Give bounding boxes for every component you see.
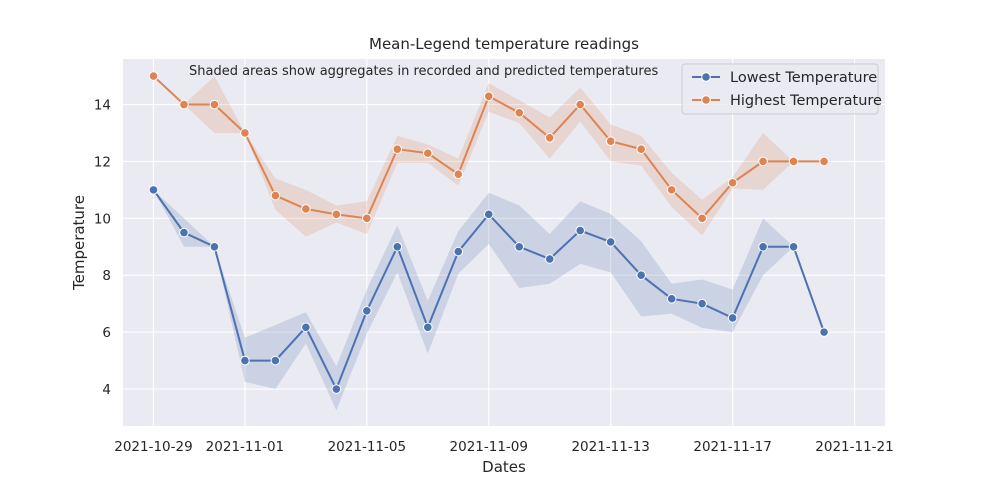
x-tick-label: 2021-11-21 bbox=[815, 439, 893, 455]
data-point bbox=[392, 144, 403, 154]
data-point bbox=[697, 298, 707, 309]
data-point bbox=[423, 322, 433, 333]
data-point bbox=[209, 241, 220, 252]
data-point bbox=[575, 99, 586, 110]
data-point bbox=[209, 99, 220, 110]
legend-label: Lowest Temperature bbox=[730, 70, 877, 86]
data-point bbox=[240, 128, 250, 138]
y-axis-label: Temperature bbox=[70, 195, 88, 291]
data-point bbox=[819, 327, 829, 337]
x-tick-label: 2021-10-29 bbox=[114, 439, 192, 455]
legend-label: Highest Temperature bbox=[730, 93, 882, 109]
x-tick-label: 2021-11-09 bbox=[450, 439, 528, 455]
chart-title: Mean-Legend temperature readings bbox=[369, 35, 639, 53]
data-point bbox=[788, 241, 799, 252]
data-point bbox=[240, 355, 250, 366]
legend-marker bbox=[701, 95, 711, 105]
data-point bbox=[697, 213, 707, 224]
data-point bbox=[362, 213, 372, 224]
data-point bbox=[270, 355, 281, 366]
data-point bbox=[575, 225, 586, 236]
data-point bbox=[636, 270, 646, 281]
x-tick-label: 2021-11-13 bbox=[571, 439, 649, 455]
y-tick-label: 12 bbox=[94, 154, 111, 170]
data-point bbox=[727, 177, 738, 188]
confidence-band bbox=[153, 189, 825, 411]
legend-marker bbox=[701, 72, 711, 82]
data-point bbox=[666, 294, 677, 304]
data-point bbox=[179, 99, 189, 110]
series-lines bbox=[148, 71, 829, 394]
y-tick-label: 8 bbox=[102, 268, 111, 284]
data-point bbox=[758, 241, 768, 252]
confidence-bands bbox=[153, 76, 825, 411]
data-point bbox=[514, 241, 525, 252]
y-tick-label: 10 bbox=[94, 211, 111, 227]
data-point bbox=[727, 313, 738, 323]
data-point bbox=[666, 185, 677, 195]
data-point bbox=[301, 204, 311, 214]
data-point bbox=[788, 156, 799, 167]
x-tick-label: 2021-11-01 bbox=[206, 439, 284, 455]
data-point bbox=[179, 227, 189, 238]
x-tick-label: 2021-11-05 bbox=[328, 439, 406, 455]
plot-area bbox=[123, 59, 885, 426]
data-point bbox=[544, 254, 555, 264]
data-point bbox=[148, 71, 159, 81]
chart-annotation: Shaded areas show aggregates in recorded… bbox=[189, 64, 658, 79]
data-point bbox=[514, 107, 525, 118]
tick-labels: 4 6 8 10 12 14 2021-10-29 2021-11-01 2021-11-05 2… bbox=[94, 98, 894, 455]
data-point bbox=[636, 144, 646, 154]
y-tick-label: 4 bbox=[102, 382, 111, 398]
legend-box bbox=[681, 63, 879, 115]
data-point bbox=[453, 246, 464, 257]
data-point bbox=[483, 209, 494, 220]
confidence-band bbox=[153, 76, 825, 237]
data-point bbox=[331, 209, 342, 220]
data-point bbox=[483, 91, 494, 102]
data-point bbox=[362, 305, 372, 316]
data-point bbox=[270, 190, 281, 201]
data-point bbox=[423, 148, 433, 158]
data-point bbox=[819, 156, 829, 167]
legend: Lowest Temperature Highest Temperature bbox=[681, 63, 882, 115]
data-point bbox=[605, 237, 616, 247]
data-point bbox=[301, 322, 311, 333]
data-point bbox=[453, 169, 464, 180]
data-point bbox=[148, 185, 159, 195]
y-tick-label: 6 bbox=[102, 325, 111, 341]
data-point bbox=[758, 156, 768, 167]
data-point bbox=[392, 241, 403, 252]
x-axis-label: Dates bbox=[482, 458, 526, 476]
y-tick-label: 14 bbox=[94, 98, 111, 114]
data-point bbox=[331, 384, 342, 394]
data-point bbox=[544, 133, 555, 143]
x-tick-label: 2021-11-17 bbox=[693, 439, 771, 455]
data-point bbox=[605, 136, 616, 147]
